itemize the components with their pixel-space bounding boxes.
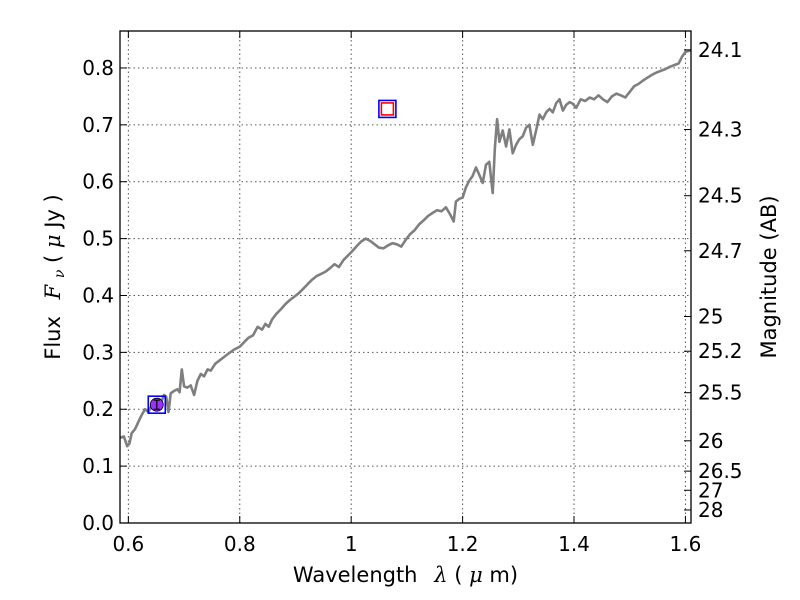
y-axis-label: Flux F ν ( μ Jy )	[41, 194, 69, 360]
y2-tick-label: 24.7	[698, 239, 743, 263]
y-tick-label: 0.5	[82, 227, 114, 251]
y-tick-label: 0.4	[82, 283, 114, 307]
axis-ticks: 0.6 0.8 1 1.2 1.4 1.6 0.0 0.1 0.2 0.3 0.4 0.5 0.6 0.7…	[82, 31, 743, 556]
y-tick-label: 0.1	[82, 454, 114, 478]
y-axis-label-subscript: ν	[52, 269, 68, 278]
y-tick-label: 0.0	[82, 511, 114, 535]
x-axis-label-text: Wavelength	[293, 563, 418, 587]
grid-lines	[120, 31, 691, 524]
x-tick-label: 1	[345, 532, 358, 556]
y-axis-label-text: Flux	[41, 316, 65, 360]
photometry-square-marker	[378, 99, 397, 119]
x-axis-label: Wavelength λ ( μ m)	[293, 563, 518, 587]
y2-tick-label: 26	[698, 429, 723, 453]
x-axis-label-symbol: λ	[433, 563, 447, 587]
photometry-square-marker	[380, 102, 395, 116]
y-axis-label-symbol: F	[41, 283, 65, 300]
y2-tick-label: 28	[698, 498, 723, 522]
y-axis-label-unit-open: (	[41, 248, 65, 263]
y2-tick-label: 24.5	[698, 184, 743, 208]
y2-tick-label: 25.2	[698, 339, 743, 363]
spectrum-line	[119, 49, 692, 448]
x-tick-label: 1.6	[670, 532, 702, 556]
y2-tick-label: 26.5	[698, 459, 743, 483]
x-tick-label: 1.2	[447, 532, 479, 556]
plot-series	[119, 49, 692, 448]
plot-frame	[119, 30, 692, 524]
y-tick-label: 0.3	[82, 340, 114, 364]
y2-tick-label: 25	[698, 304, 723, 328]
y2-tick-label: 27	[698, 478, 723, 502]
y2-tick-label: 25.5	[698, 381, 743, 405]
x-axis-label-unit-close: m)	[489, 563, 518, 587]
y2-tick-label: 24.1	[698, 38, 743, 62]
y2-tick-label: 24.3	[698, 117, 743, 141]
x-axis-label-unit-open: (	[454, 563, 462, 587]
x-tick-label: 1.4	[558, 532, 590, 556]
y-axis-label-unit-close: Jy )	[41, 194, 65, 230]
x-axis-label-unit-mu: μ	[469, 563, 483, 587]
y-tick-label: 0.8	[82, 56, 114, 80]
photometry-square-marker	[147, 395, 167, 414]
y-tick-label: 0.6	[82, 170, 114, 194]
y-tick-label: 0.7	[82, 113, 114, 137]
y-tick-label: 0.2	[82, 397, 114, 421]
x-tick-label: 0.8	[224, 532, 256, 556]
y-axis-label-unit-mu: μ	[41, 234, 65, 248]
y2-axis-label: Magnitude (AB)	[757, 195, 781, 358]
photometry-markers	[147, 99, 397, 414]
x-tick-label: 0.6	[112, 532, 144, 556]
